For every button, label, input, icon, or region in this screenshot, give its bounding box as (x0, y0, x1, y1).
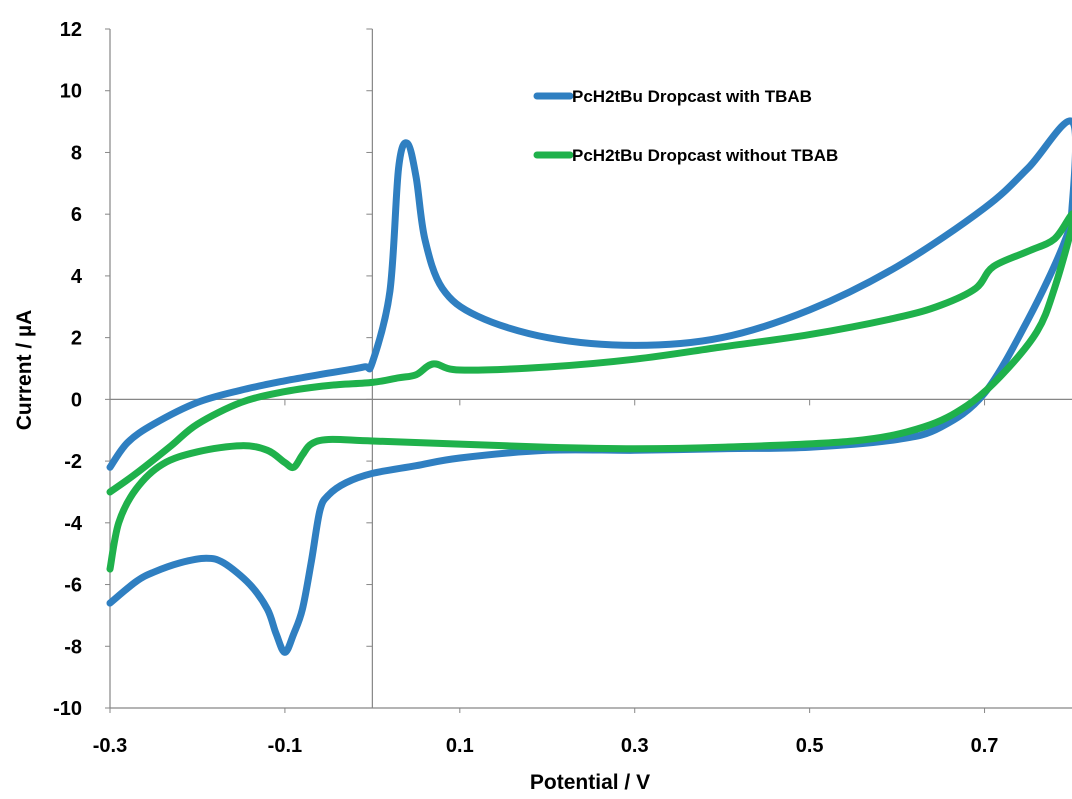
x-tick-label: -0.3 (93, 735, 127, 757)
legend-label-2: PcH2tBu Dropcast without TBAB (572, 146, 838, 165)
y-tick-label: 0 (71, 389, 82, 411)
y-tick-label: 12 (60, 19, 82, 41)
y-tick-label: 10 (60, 81, 82, 103)
y-tick-label: -8 (64, 636, 82, 658)
y-tick-label: 8 (71, 142, 82, 164)
y-tick-label: -4 (64, 513, 83, 535)
x-tick-label: 0.7 (971, 735, 999, 757)
y-axis-title: Current / µA (13, 310, 36, 431)
legend-label-1: PcH2tBu Dropcast with TBAB (572, 87, 812, 106)
y-tick-label: -6 (64, 575, 82, 597)
x-tick-label: -0.1 (268, 735, 302, 757)
series-layer (106, 117, 1072, 656)
y-tick-label: -10 (53, 698, 82, 720)
y-tick-label: 4 (71, 266, 83, 288)
x-axis-title: Potential / V (530, 771, 650, 794)
legend: PcH2tBu Dropcast with TBAB PcH2tBu Dropca… (533, 87, 838, 165)
x-tick-label: 0.1 (446, 735, 474, 757)
axes: -10 -8 -6 -4 -2 0 2 4 6 8 10 12 -0.3 -0.1 0.1 0.3 0.5 0.7 (53, 19, 1072, 757)
y-tick-label: 6 (71, 204, 82, 226)
series-line-2 (106, 210, 1072, 573)
x-tick-label: 0.3 (621, 735, 649, 757)
y-tick-label: 2 (71, 328, 82, 350)
x-tick-label: 0.5 (796, 735, 824, 757)
series-line-1 (106, 117, 1072, 656)
y-tick-label: -2 (64, 451, 82, 473)
